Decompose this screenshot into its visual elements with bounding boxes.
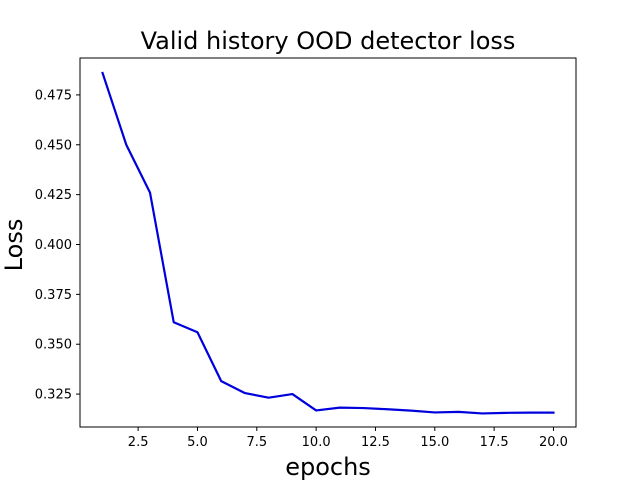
x-tick-label: 20.0 — [539, 435, 568, 450]
y-tick-label: 0.450 — [35, 138, 72, 153]
y-tick-label: 0.425 — [35, 188, 72, 203]
x-tick-label: 2.5 — [128, 435, 149, 450]
y-axis-ticks: 0.325 0.350 0.375 0.400 0.425 0.450 0.475 — [35, 88, 80, 403]
axes-frame — [79, 57, 577, 428]
x-axis-label: epochs — [285, 453, 371, 480]
x-tick-label: 17.5 — [480, 435, 509, 450]
x-tick-label: 5.0 — [187, 435, 208, 450]
plot-area — [79, 57, 577, 428]
y-tick-label: 0.325 — [35, 388, 72, 403]
chart-title: Valid history OOD detector loss — [141, 27, 516, 55]
series-line-0 — [101, 71, 555, 415]
y-tick-label: 0.400 — [35, 238, 72, 253]
y-tick-label: 0.475 — [35, 88, 72, 103]
y-axis-label: Loss — [0, 219, 28, 272]
x-tick-label: 10.0 — [302, 435, 331, 450]
x-tick-label: 12.5 — [361, 435, 390, 450]
x-axis-ticks: 2.5 5.0 7.5 10.0 12.5 15.0 17.5 20.0 — [128, 427, 568, 450]
y-tick-label: 0.350 — [35, 338, 72, 353]
y-tick-label: 0.375 — [35, 288, 72, 303]
x-tick-label: 7.5 — [246, 435, 267, 450]
x-tick-label: 15.0 — [420, 435, 449, 450]
